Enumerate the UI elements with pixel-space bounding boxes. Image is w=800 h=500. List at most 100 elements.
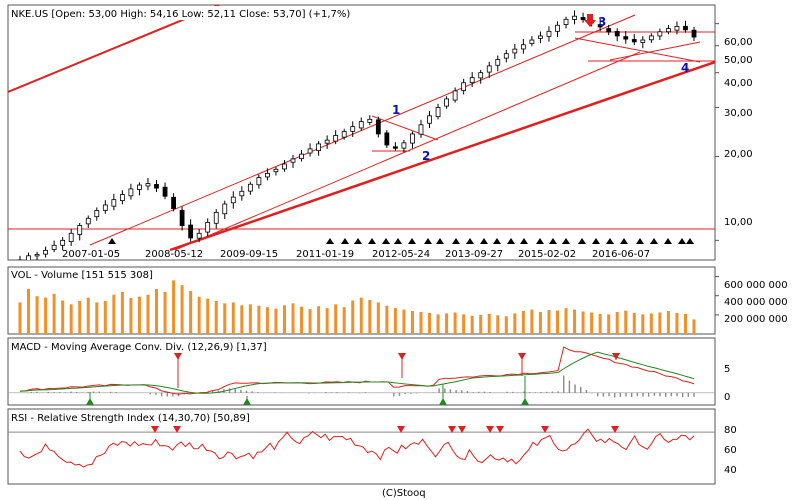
candle-body xyxy=(606,28,612,33)
signal-triangle-icon xyxy=(341,238,349,244)
volume-bar xyxy=(479,314,483,334)
volume-bar xyxy=(52,293,56,334)
macd-buy-triangle-icon xyxy=(243,398,251,405)
candle-body xyxy=(307,148,313,154)
rsi-line xyxy=(19,428,695,468)
candle-body xyxy=(247,183,253,192)
xtick-2013-09-27: 2013-09-27 xyxy=(445,249,503,260)
volume-bar xyxy=(282,305,286,334)
candle-body xyxy=(418,124,424,135)
price-ytick-60: 60,00 xyxy=(724,37,753,48)
rsi-ytick-80: 80 xyxy=(724,425,737,436)
rsi-sell-triangle-icon xyxy=(173,426,181,433)
volume-bar xyxy=(308,309,312,334)
candle-body xyxy=(324,139,330,144)
candle-body xyxy=(171,196,176,210)
signal-triangle-icon xyxy=(606,238,614,244)
volume-bar xyxy=(658,312,662,334)
wedge-bottom-line xyxy=(609,41,701,61)
volume-bars xyxy=(18,280,696,334)
candle-body xyxy=(392,146,398,149)
candle-body xyxy=(580,17,586,21)
candle-body xyxy=(512,48,518,54)
copyright-footer: (C)Stooq xyxy=(382,488,426,499)
price-gridlines xyxy=(715,23,719,241)
volume-bar xyxy=(342,307,346,334)
price-candles xyxy=(17,10,697,260)
volume-bar xyxy=(214,300,218,334)
rsi-ytick-40: 40 xyxy=(724,465,737,476)
candle-body xyxy=(51,244,57,250)
volume-bar xyxy=(436,314,440,334)
candle-body xyxy=(410,133,415,144)
candle-body xyxy=(529,39,535,44)
volume-bar xyxy=(470,315,474,334)
candle-body xyxy=(128,188,134,197)
volume-ytick-400m: 400 000 000 xyxy=(724,297,788,308)
volume-bar xyxy=(18,302,22,334)
candle-body xyxy=(154,184,159,189)
candle-body xyxy=(546,30,552,37)
macd-panel-title: MACD - Moving Average Conv. Div. (12,26,… xyxy=(11,342,267,353)
candle-body xyxy=(222,203,228,215)
volume-bar xyxy=(692,319,696,334)
annotation-4: 4 xyxy=(681,61,689,75)
candle-body xyxy=(597,24,603,28)
volume-bar xyxy=(112,294,116,334)
signal-triangle-icon xyxy=(520,238,528,244)
volume-bar xyxy=(189,290,193,334)
volume-bar xyxy=(607,314,611,334)
volume-bar xyxy=(223,303,227,334)
volume-bar xyxy=(615,311,619,334)
volume-bar xyxy=(598,313,602,334)
rsi-panel-title: RSI - Relative Strength Index (14,30,70)… xyxy=(11,413,250,424)
candle-body xyxy=(162,186,168,197)
volume-bar xyxy=(564,308,568,334)
xtick-2008-05-12: 2008-05-12 xyxy=(145,249,203,260)
xtick-2015-02-02: 2015-02-02 xyxy=(518,249,576,260)
volume-bar xyxy=(129,298,133,334)
signal-triangle-icon xyxy=(507,238,515,244)
volume-bar xyxy=(538,311,542,334)
volume-bar xyxy=(513,313,517,334)
volume-bar xyxy=(419,311,423,334)
volume-bar xyxy=(197,296,201,334)
candle-body xyxy=(282,163,287,170)
volume-bar xyxy=(291,303,295,334)
volume-bar xyxy=(172,280,176,334)
price-ytick-30: 30,00 xyxy=(724,108,753,119)
candle-body xyxy=(205,221,211,233)
volume-bar xyxy=(649,313,653,334)
volume-bar xyxy=(95,302,99,334)
candle-body xyxy=(265,172,270,178)
signal-triangle-icon xyxy=(326,238,334,244)
xtick-2016-06-07: 2016-06-07 xyxy=(592,249,650,260)
candle-body xyxy=(77,225,83,235)
signal-triangle-icon xyxy=(408,238,416,244)
candle-body xyxy=(119,194,125,202)
price-panel xyxy=(7,4,716,261)
volume-bar xyxy=(683,313,687,334)
volume-bar xyxy=(581,311,585,334)
candle-body xyxy=(213,211,219,224)
candle-body xyxy=(461,82,467,91)
candle-body xyxy=(666,28,671,33)
volume-bar xyxy=(180,285,184,334)
volume-bar xyxy=(428,312,432,334)
candle-body xyxy=(102,204,108,211)
candle-body xyxy=(444,98,449,107)
candle-body xyxy=(333,135,339,142)
candle-body xyxy=(196,232,202,239)
volume-panel-title: VOL - Volume [151 515 308] xyxy=(11,270,153,281)
macd-signal-line xyxy=(19,351,695,394)
volume-bar xyxy=(402,309,406,334)
signal-triangle-icon xyxy=(678,238,686,244)
volume-bar xyxy=(163,291,167,334)
candle-body xyxy=(384,132,390,146)
volume-bar xyxy=(590,312,594,334)
candle-body xyxy=(495,59,501,66)
long-term-support-line xyxy=(169,60,715,252)
xtick-2009-09-15: 2009-09-15 xyxy=(220,249,278,260)
volume-bar xyxy=(35,296,39,334)
